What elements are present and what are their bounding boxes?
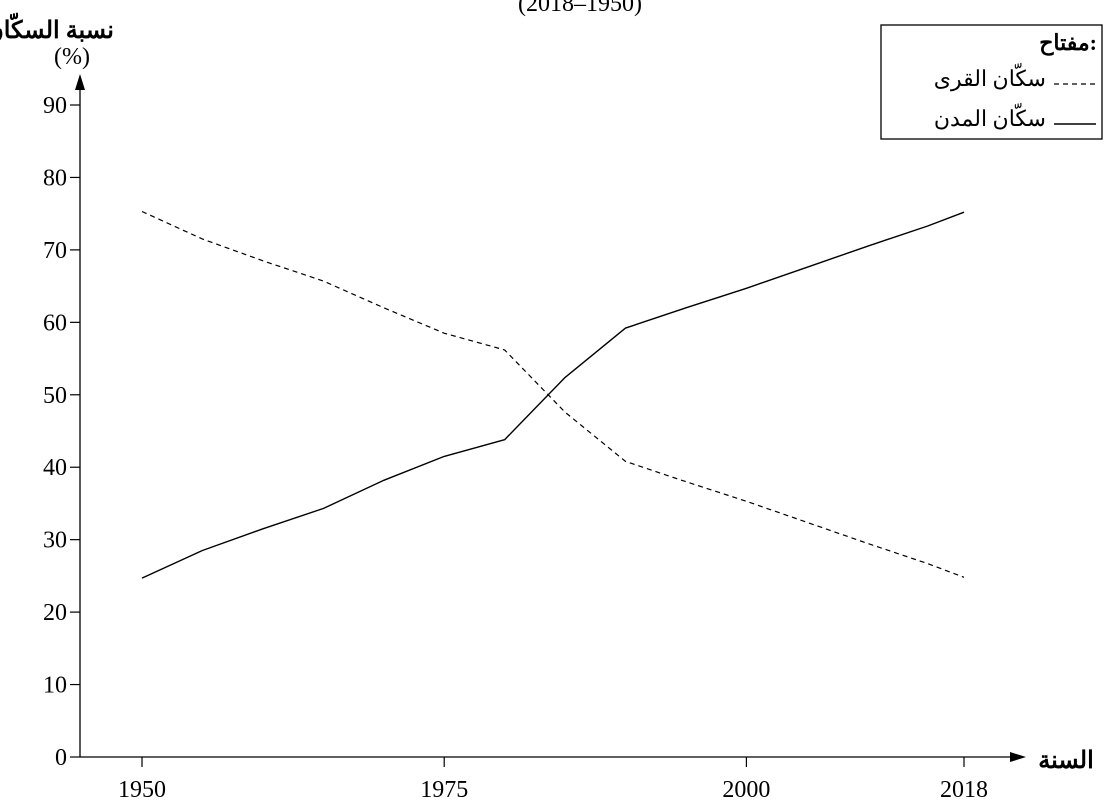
legend-box (880, 24, 1103, 140)
chart-subtitle: (2018–1950) (518, 0, 642, 17)
x-axis-title: السنة (1038, 748, 1094, 774)
y-tick-label: 70 (43, 238, 67, 264)
legend: مفتاح: سكّان القرى سكّان المدن (880, 24, 1103, 140)
legend-label-rural: سكّان القرى (934, 62, 1046, 92)
x-ticks: 1950 1975 2000 2018 (118, 757, 988, 803)
legend-label-urban: سكّان المدن (934, 102, 1046, 131)
x-tick-label: 2018 (940, 777, 988, 803)
series-line-rural (141, 210, 965, 578)
x-tick-label: 1975 (420, 777, 468, 803)
y-tick-label: 80 (43, 165, 67, 191)
y-tick-label: 20 (43, 600, 67, 626)
y-tick-label: 90 (43, 93, 67, 119)
y-axis-arrow (75, 74, 85, 90)
y-axis-title: نسبة السكّان (0, 12, 114, 44)
legend-title: مفتاح: (1039, 30, 1097, 56)
x-axis-arrow (1010, 752, 1026, 762)
y-tick-label: 60 (43, 310, 67, 336)
axes (75, 74, 1026, 762)
series-lines (141, 210, 965, 579)
y-tick-label: 0 (55, 745, 67, 771)
y-axis-unit: (%) (54, 44, 90, 70)
y-tick-label: 10 (43, 673, 67, 699)
y-tick-label: 30 (43, 528, 67, 554)
series-line-urban (141, 211, 965, 579)
x-tick-label: 2000 (722, 777, 770, 803)
x-tick-label: 1950 (118, 777, 166, 803)
y-tick-label: 40 (43, 455, 67, 481)
y-ticks: 0 10 20 30 40 50 60 70 80 90 (43, 93, 80, 771)
y-tick-label: 50 (43, 383, 67, 409)
